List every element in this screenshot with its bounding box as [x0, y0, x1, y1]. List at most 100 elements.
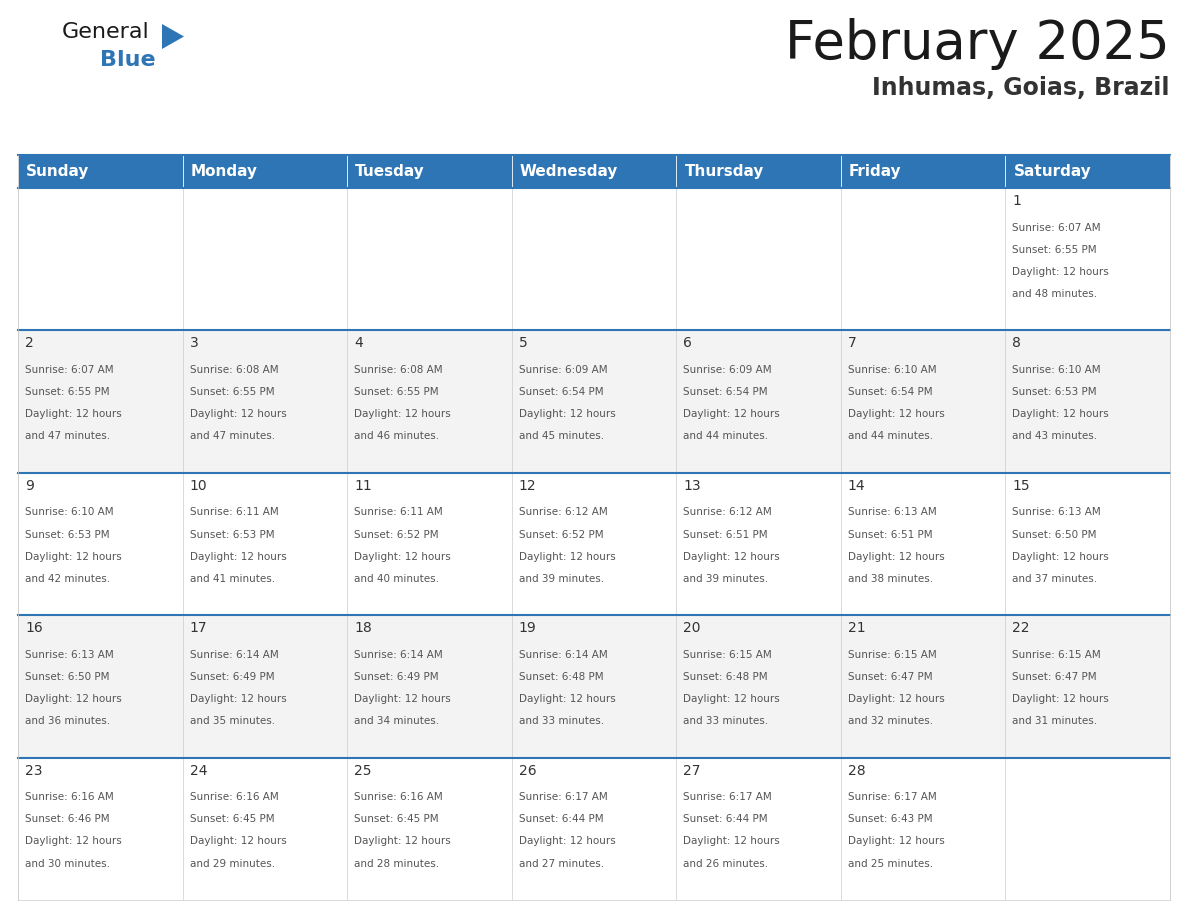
Text: and 26 minutes.: and 26 minutes.	[683, 858, 769, 868]
Bar	[18, 330, 183, 473]
Bar	[347, 615, 512, 757]
Text: 18: 18	[354, 621, 372, 635]
Text: Sunrise: 6:08 AM: Sunrise: 6:08 AM	[354, 365, 443, 375]
Bar	[512, 615, 676, 757]
Text: Sunrise: 6:11 AM: Sunrise: 6:11 AM	[190, 508, 278, 518]
Text: Daylight: 12 hours: Daylight: 12 hours	[1012, 409, 1110, 420]
Bar	[347, 473, 512, 615]
Text: and 41 minutes.: and 41 minutes.	[190, 574, 274, 584]
Text: Daylight: 12 hours: Daylight: 12 hours	[190, 409, 286, 420]
Text: Sunrise: 6:15 AM: Sunrise: 6:15 AM	[848, 650, 936, 660]
Text: Daylight: 12 hours: Daylight: 12 hours	[848, 409, 944, 420]
Text: Daylight: 12 hours: Daylight: 12 hours	[848, 836, 944, 846]
Text: 5: 5	[519, 336, 527, 351]
Text: Sunrise: 6:15 AM: Sunrise: 6:15 AM	[683, 650, 772, 660]
Text: Daylight: 12 hours: Daylight: 12 hours	[519, 552, 615, 562]
Text: Sunrise: 6:14 AM: Sunrise: 6:14 AM	[190, 650, 278, 660]
Text: Sunrise: 6:10 AM: Sunrise: 6:10 AM	[1012, 365, 1101, 375]
Text: 2: 2	[25, 336, 33, 351]
Bar	[512, 473, 676, 615]
Text: Sunset: 6:44 PM: Sunset: 6:44 PM	[519, 814, 604, 824]
Text: and 33 minutes.: and 33 minutes.	[519, 716, 604, 726]
Bar	[841, 473, 1005, 615]
Text: Sunset: 6:55 PM: Sunset: 6:55 PM	[1012, 245, 1097, 255]
Text: Sunset: 6:54 PM: Sunset: 6:54 PM	[848, 387, 933, 397]
Text: Sunrise: 6:07 AM: Sunrise: 6:07 AM	[25, 365, 114, 375]
Bar	[841, 330, 1005, 473]
Bar	[183, 615, 347, 757]
Text: Monday: Monday	[191, 164, 258, 179]
Text: Blue: Blue	[100, 50, 156, 70]
Text: Sunrise: 6:11 AM: Sunrise: 6:11 AM	[354, 508, 443, 518]
Bar	[18, 473, 183, 615]
Text: Daylight: 12 hours: Daylight: 12 hours	[354, 552, 451, 562]
Text: Daylight: 12 hours: Daylight: 12 hours	[354, 409, 451, 420]
Bar	[183, 757, 347, 900]
Text: Sunrise: 6:16 AM: Sunrise: 6:16 AM	[25, 792, 114, 802]
Text: and 44 minutes.: and 44 minutes.	[848, 431, 933, 442]
Text: Sunset: 6:43 PM: Sunset: 6:43 PM	[848, 814, 933, 824]
Text: Sunrise: 6:17 AM: Sunrise: 6:17 AM	[848, 792, 936, 802]
Text: Daylight: 12 hours: Daylight: 12 hours	[519, 409, 615, 420]
Text: Sunset: 6:51 PM: Sunset: 6:51 PM	[848, 530, 933, 540]
Bar	[183, 188, 347, 330]
Text: 10: 10	[190, 479, 207, 493]
Text: Sunrise: 6:09 AM: Sunrise: 6:09 AM	[519, 365, 607, 375]
Text: Sunrise: 6:07 AM: Sunrise: 6:07 AM	[1012, 223, 1101, 232]
Text: 24: 24	[190, 764, 207, 778]
Text: Daylight: 12 hours: Daylight: 12 hours	[683, 694, 781, 704]
Text: and 31 minutes.: and 31 minutes.	[1012, 716, 1098, 726]
Text: Sunset: 6:55 PM: Sunset: 6:55 PM	[25, 387, 109, 397]
Text: 26: 26	[519, 764, 536, 778]
Text: Thursday: Thursday	[684, 164, 764, 179]
Text: Daylight: 12 hours: Daylight: 12 hours	[25, 836, 121, 846]
Bar	[841, 757, 1005, 900]
Text: 7: 7	[848, 336, 857, 351]
Text: 20: 20	[683, 621, 701, 635]
Text: Sunrise: 6:08 AM: Sunrise: 6:08 AM	[190, 365, 278, 375]
Text: Sunrise: 6:17 AM: Sunrise: 6:17 AM	[519, 792, 607, 802]
Text: Friday: Friday	[849, 164, 902, 179]
Bar	[512, 188, 676, 330]
Text: and 39 minutes.: and 39 minutes.	[683, 574, 769, 584]
Text: Sunset: 6:52 PM: Sunset: 6:52 PM	[519, 530, 604, 540]
Text: and 32 minutes.: and 32 minutes.	[848, 716, 933, 726]
Text: and 48 minutes.: and 48 minutes.	[1012, 289, 1098, 299]
Bar	[347, 330, 512, 473]
Text: Wednesday: Wednesday	[520, 164, 618, 179]
Bar	[512, 155, 676, 188]
Text: Sunset: 6:48 PM: Sunset: 6:48 PM	[683, 672, 767, 682]
Text: Sunset: 6:47 PM: Sunset: 6:47 PM	[1012, 672, 1097, 682]
Text: and 25 minutes.: and 25 minutes.	[848, 858, 933, 868]
Text: Daylight: 12 hours: Daylight: 12 hours	[25, 694, 121, 704]
Text: Daylight: 12 hours: Daylight: 12 hours	[190, 836, 286, 846]
Text: Sunset: 6:48 PM: Sunset: 6:48 PM	[519, 672, 604, 682]
Text: Sunset: 6:46 PM: Sunset: 6:46 PM	[25, 814, 109, 824]
Text: Inhumas, Goias, Brazil: Inhumas, Goias, Brazil	[872, 76, 1170, 100]
Text: and 45 minutes.: and 45 minutes.	[519, 431, 604, 442]
Text: and 28 minutes.: and 28 minutes.	[354, 858, 440, 868]
Text: 6: 6	[683, 336, 693, 351]
Text: 9: 9	[25, 479, 34, 493]
Text: 27: 27	[683, 764, 701, 778]
Text: Sunrise: 6:13 AM: Sunrise: 6:13 AM	[1012, 508, 1101, 518]
Text: Sunrise: 6:17 AM: Sunrise: 6:17 AM	[683, 792, 772, 802]
Text: 3: 3	[190, 336, 198, 351]
Text: Sunset: 6:51 PM: Sunset: 6:51 PM	[683, 530, 767, 540]
Text: Sunrise: 6:14 AM: Sunrise: 6:14 AM	[354, 650, 443, 660]
Text: Sunrise: 6:14 AM: Sunrise: 6:14 AM	[519, 650, 607, 660]
Text: Sunset: 6:47 PM: Sunset: 6:47 PM	[848, 672, 933, 682]
Text: Sunday: Sunday	[26, 164, 89, 179]
Text: Daylight: 12 hours: Daylight: 12 hours	[683, 409, 781, 420]
Bar	[512, 757, 676, 900]
Text: 25: 25	[354, 764, 372, 778]
Text: Sunset: 6:44 PM: Sunset: 6:44 PM	[683, 814, 767, 824]
Text: 16: 16	[25, 621, 43, 635]
Text: Daylight: 12 hours: Daylight: 12 hours	[190, 552, 286, 562]
Text: and 47 minutes.: and 47 minutes.	[25, 431, 110, 442]
Text: Sunset: 6:55 PM: Sunset: 6:55 PM	[354, 387, 438, 397]
Text: 12: 12	[519, 479, 536, 493]
Text: Daylight: 12 hours: Daylight: 12 hours	[354, 836, 451, 846]
Text: Sunrise: 6:13 AM: Sunrise: 6:13 AM	[848, 508, 936, 518]
Bar	[18, 155, 183, 188]
